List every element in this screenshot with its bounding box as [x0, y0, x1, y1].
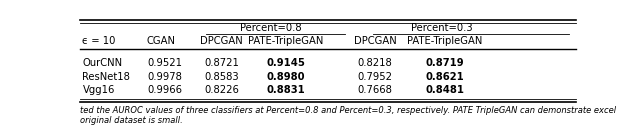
Text: 0.9521: 0.9521	[147, 58, 182, 68]
Text: OurCNN: OurCNN	[83, 58, 123, 68]
Text: DPCGAN: DPCGAN	[200, 36, 243, 46]
Text: Percent=0.3: Percent=0.3	[412, 23, 473, 33]
Text: 0.8218: 0.8218	[358, 58, 392, 68]
Text: 0.9978: 0.9978	[147, 72, 182, 82]
Text: 0.8621: 0.8621	[425, 72, 464, 82]
Text: CGAN: CGAN	[147, 36, 176, 46]
Text: 0.8831: 0.8831	[266, 85, 305, 95]
Text: 0.9966: 0.9966	[147, 85, 182, 95]
Text: 0.9145: 0.9145	[266, 58, 305, 68]
Text: 0.7952: 0.7952	[358, 72, 392, 82]
Text: 0.8719: 0.8719	[425, 58, 464, 68]
Text: 0.8721: 0.8721	[204, 58, 239, 68]
Text: 0.8481: 0.8481	[425, 85, 464, 95]
Text: Vgg16: Vgg16	[83, 85, 115, 95]
Text: DPCGAN: DPCGAN	[354, 36, 397, 46]
Text: original dataset is small.: original dataset is small.	[80, 116, 183, 125]
Text: ResNet18: ResNet18	[83, 72, 131, 82]
Text: 0.8583: 0.8583	[204, 72, 239, 82]
Text: PATE-TripleGAN: PATE-TripleGAN	[407, 36, 483, 46]
Text: PATE-TripleGAN: PATE-TripleGAN	[248, 36, 324, 46]
Text: 0.8226: 0.8226	[204, 85, 239, 95]
Text: Percent=0.8: Percent=0.8	[240, 23, 302, 33]
Text: ted the AUROC values of three classifiers at Percent=0.8 and Percent=0.3, respec: ted the AUROC values of three classifier…	[80, 106, 616, 115]
Text: ϵ = 10: ϵ = 10	[83, 36, 116, 46]
Text: 0.7668: 0.7668	[358, 85, 392, 95]
Text: 0.8980: 0.8980	[267, 72, 305, 82]
